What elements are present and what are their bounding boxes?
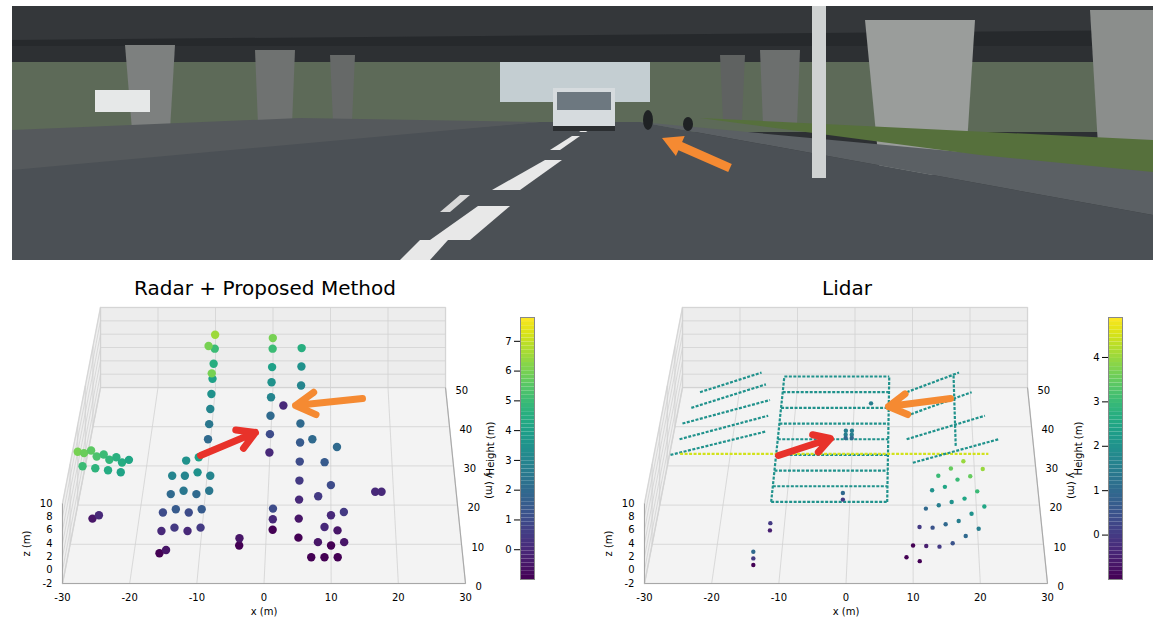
html-text:Lidar: Lidar (822, 276, 872, 300)
svg-text:0: 0 (843, 592, 849, 603)
svg-text:2: 2 (505, 484, 511, 495)
svg-text:0: 0 (476, 581, 482, 592)
svg-text:2: 2 (46, 551, 52, 562)
svg-text:50: 50 (456, 385, 469, 396)
svg-text:-10: -10 (189, 592, 205, 603)
svg-text:0: 0 (261, 592, 267, 603)
svg-text:8: 8 (46, 511, 52, 522)
svg-text:-2: -2 (625, 578, 635, 589)
svg-text:4: 4 (505, 425, 511, 436)
svg-text:10: 10 (472, 542, 485, 553)
svg-text:20: 20 (392, 592, 405, 603)
svg-text:40: 40 (460, 424, 473, 435)
svg-text:-2: -2 (43, 578, 53, 589)
svg-text:7: 7 (505, 336, 511, 347)
svg-text:-30: -30 (54, 592, 70, 603)
svg-text:4: 4 (628, 538, 634, 549)
svg-text:y (m): y (m) (1066, 472, 1078, 499)
svg-text:6: 6 (628, 524, 634, 535)
svg-text:6: 6 (505, 365, 511, 376)
svg-text:0: 0 (628, 564, 634, 575)
svg-text:3: 3 (1093, 396, 1099, 407)
svg-text:z (m): z (m) (603, 530, 614, 556)
svg-text:10: 10 (622, 498, 635, 509)
svg-text:10: 10 (907, 592, 920, 603)
svg-text:30: 30 (464, 463, 477, 474)
svg-text:6: 6 (46, 524, 52, 535)
svg-text:4: 4 (46, 538, 52, 549)
svg-text:0: 0 (46, 564, 52, 575)
svg-text:40: 40 (1042, 424, 1055, 435)
svg-text:1: 1 (505, 514, 511, 525)
svg-text:2: 2 (628, 551, 634, 562)
svg-text:1: 1 (1093, 485, 1099, 496)
svg-text:x (m): x (m) (833, 606, 860, 617)
svg-text:50: 50 (1038, 385, 1051, 396)
svg-text:2: 2 (1093, 440, 1099, 451)
svg-text:Height (m): Height (m) (1073, 422, 1084, 476)
svg-text:4: 4 (1093, 352, 1099, 363)
svg-text:y (m): y (m) (484, 472, 496, 499)
svg-text:x (m): x (m) (251, 606, 278, 617)
svg-text:-20: -20 (121, 592, 137, 603)
svg-text:10: 10 (325, 592, 338, 603)
svg-text:3: 3 (505, 455, 511, 466)
svg-text:z (m): z (m) (21, 530, 32, 556)
svg-text:0: 0 (505, 544, 511, 555)
svg-text:-30: -30 (636, 592, 652, 603)
svg-text:-20: -20 (703, 592, 719, 603)
svg-text:8: 8 (628, 511, 634, 522)
svg-text:20: 20 (974, 592, 987, 603)
svg-text:Height (m): Height (m) (485, 422, 496, 476)
svg-text:0: 0 (1093, 529, 1099, 540)
html-text:Radar + Proposed Method: Radar + Proposed Method (134, 276, 396, 300)
svg-text:30: 30 (1041, 592, 1054, 603)
svg-text:0: 0 (1058, 581, 1064, 592)
svg-text:-10: -10 (771, 592, 787, 603)
svg-text:30: 30 (459, 592, 472, 603)
svg-text:10: 10 (1054, 542, 1067, 553)
svg-text:10: 10 (40, 498, 53, 509)
svg-text:30: 30 (1046, 463, 1059, 474)
svg-text:20: 20 (468, 502, 481, 513)
svg-text:5: 5 (505, 395, 511, 406)
svg-text:20: 20 (1050, 502, 1063, 513)
